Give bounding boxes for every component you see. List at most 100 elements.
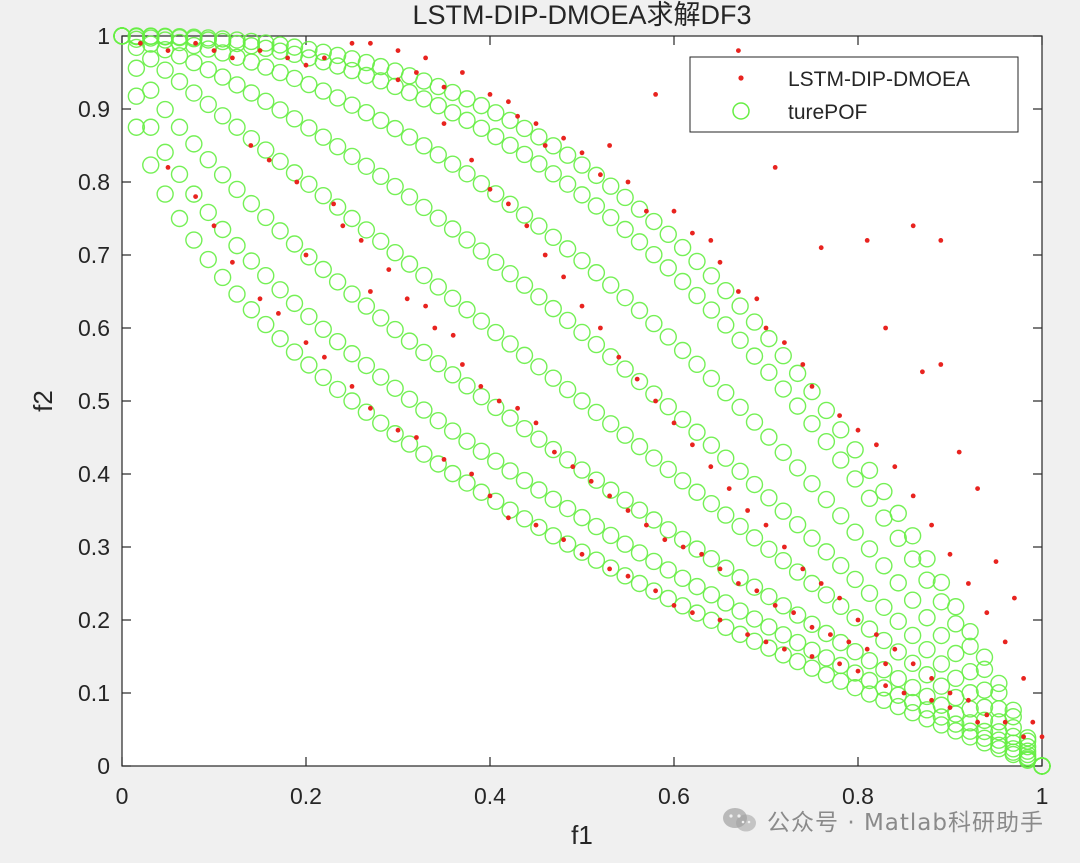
pof-point bbox=[573, 508, 591, 527]
alg-point bbox=[542, 252, 548, 258]
pof-point bbox=[443, 464, 462, 483]
alg-point bbox=[257, 48, 263, 53]
pof-point bbox=[846, 664, 864, 682]
pof-point bbox=[975, 729, 994, 747]
pof-point bbox=[530, 128, 548, 146]
pof-point bbox=[199, 29, 217, 47]
alg-point bbox=[607, 143, 612, 148]
pof-point bbox=[673, 341, 692, 360]
pof-point bbox=[573, 186, 591, 204]
pof-point bbox=[285, 235, 304, 253]
alg-point bbox=[763, 325, 769, 331]
pof-point bbox=[429, 355, 447, 373]
pof-point bbox=[860, 620, 879, 638]
pof-point bbox=[199, 95, 217, 114]
pof-point bbox=[774, 380, 792, 398]
y-tick-label: 0.6 bbox=[78, 315, 110, 341]
alg-point bbox=[515, 405, 520, 411]
y-tick-label: 0.4 bbox=[78, 461, 110, 487]
pof-point bbox=[903, 654, 922, 673]
alg-point bbox=[754, 588, 760, 594]
alg-point bbox=[837, 413, 842, 418]
pof-point bbox=[717, 316, 735, 334]
pof-point bbox=[429, 146, 447, 164]
alg-point bbox=[303, 340, 309, 345]
pof-point bbox=[918, 687, 936, 706]
pof-point bbox=[860, 489, 879, 508]
pof-point bbox=[343, 392, 361, 410]
pof-point bbox=[587, 197, 606, 215]
pof-point bbox=[357, 157, 376, 175]
pof-point bbox=[328, 380, 347, 399]
pof-point bbox=[501, 195, 519, 214]
pof-point bbox=[558, 146, 577, 164]
alg-point bbox=[855, 668, 861, 674]
pof-point bbox=[328, 198, 347, 216]
watermark-text: 公众号 · Matlab科研助手 bbox=[767, 810, 1044, 836]
pof-point bbox=[774, 626, 792, 644]
pof-point bbox=[788, 515, 807, 534]
alg-point bbox=[800, 566, 806, 572]
pof-point bbox=[673, 272, 692, 291]
pof-point bbox=[372, 111, 390, 130]
pof-point bbox=[932, 708, 951, 726]
pof-point bbox=[372, 309, 390, 327]
pof-point bbox=[242, 301, 261, 319]
pof-point bbox=[487, 398, 505, 417]
pof-point bbox=[415, 90, 433, 108]
pof-point bbox=[530, 217, 548, 235]
alg-point bbox=[736, 289, 741, 294]
pof-point bbox=[832, 656, 850, 675]
pof-point bbox=[242, 194, 261, 213]
pof-point bbox=[271, 329, 289, 348]
alg-point bbox=[736, 48, 741, 53]
pof-point bbox=[213, 220, 232, 239]
pof-point bbox=[199, 203, 217, 222]
pof-point bbox=[889, 529, 907, 548]
alg-point bbox=[745, 632, 750, 637]
pof-point bbox=[515, 510, 534, 528]
pof-point bbox=[918, 710, 936, 728]
alg-point bbox=[855, 617, 861, 623]
pof-point bbox=[156, 143, 174, 162]
alg-point bbox=[230, 55, 235, 61]
pof-point bbox=[1018, 729, 1037, 747]
pof-point bbox=[630, 501, 649, 519]
alg-point bbox=[460, 70, 465, 75]
pof-point bbox=[515, 145, 534, 164]
pof-point bbox=[372, 167, 390, 186]
pof-point bbox=[990, 736, 1008, 754]
pof-point bbox=[372, 414, 390, 432]
alg-point bbox=[579, 303, 585, 309]
pof-point bbox=[213, 166, 232, 184]
pof-point bbox=[558, 535, 577, 553]
pof-point bbox=[1004, 718, 1022, 737]
alg-point bbox=[598, 325, 603, 331]
pof-point bbox=[860, 584, 879, 603]
pof-point bbox=[328, 89, 347, 107]
pof-point bbox=[875, 661, 893, 679]
watermark: 公众号 · Matlab科研助手 bbox=[721, 803, 1044, 837]
pof-point bbox=[156, 61, 174, 79]
alg-point bbox=[1021, 676, 1026, 681]
alg-point bbox=[874, 442, 879, 448]
pof-point bbox=[544, 369, 562, 387]
pof-point bbox=[271, 281, 289, 299]
y-tick-label: 0.7 bbox=[78, 242, 110, 268]
pof-point bbox=[616, 288, 634, 307]
alg-point bbox=[653, 588, 658, 594]
alg-point bbox=[782, 340, 787, 345]
pof-point bbox=[142, 81, 160, 99]
pof-point bbox=[458, 231, 476, 249]
pof-point bbox=[199, 60, 217, 79]
alg-point bbox=[644, 522, 649, 528]
pof-point bbox=[659, 225, 677, 244]
pof-point bbox=[932, 626, 951, 645]
pof-point bbox=[400, 188, 419, 206]
pof-point bbox=[386, 320, 404, 339]
pof-point bbox=[1004, 708, 1022, 726]
pof-point bbox=[745, 313, 764, 331]
pof-point bbox=[314, 186, 332, 205]
alg-point bbox=[487, 186, 493, 192]
alg-point bbox=[864, 238, 870, 243]
